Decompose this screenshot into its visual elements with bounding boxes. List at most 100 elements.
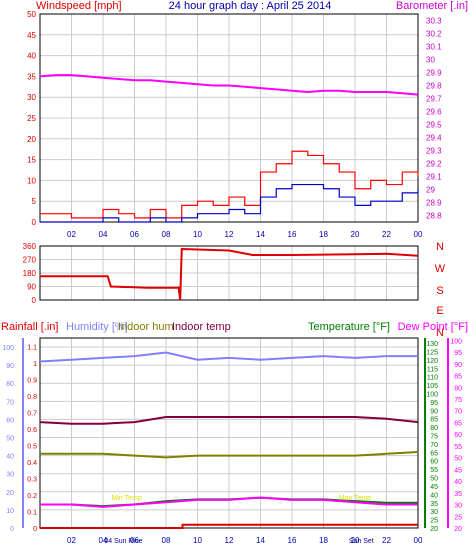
temperature-axis-tick-label: 50: [430, 476, 438, 483]
temperature-axis-tick-label: 75: [430, 434, 438, 441]
barometer-axis-tick-label: 29.4: [426, 134, 442, 143]
indoor-temp-label: Indoor temp: [172, 321, 231, 333]
compass-label: W: [435, 263, 446, 275]
wind-axis-tick-label: 5: [32, 197, 37, 206]
x-tick-label-bottom: 18: [319, 536, 328, 545]
indoor-hum-label: Indoor hum: [118, 321, 174, 333]
temperature-axis-tick-label: 85: [430, 417, 438, 424]
barometer-axis-tick-label: 29.2: [426, 160, 442, 169]
dewpoint-series-line: [40, 496, 418, 508]
barometer-axis-tick-label: 28.9: [426, 199, 442, 208]
temperature-axis-tick-label: 95: [430, 400, 438, 407]
x-tick-label-bottom: 20: [351, 536, 360, 545]
x-tick-label-bottom: 08: [162, 536, 171, 545]
wind-axis-tick-label: 10: [27, 176, 36, 185]
barometer-axis-tick-label: 30.3: [426, 17, 442, 26]
wind-axis-tick-label: 45: [27, 31, 36, 40]
direction-plot-border: [39, 245, 419, 301]
direction-axis-tick-label: 0: [32, 296, 37, 305]
humidity-axis-tick-label: 80: [6, 381, 14, 388]
rainfall-axis-tick-label: 0: [33, 526, 37, 533]
x-tick-label-bottom: 10: [193, 536, 202, 545]
wind_avg-series-line: [40, 183, 419, 223]
humidity-axis-tick-label: 30: [6, 472, 14, 479]
wind-axis-tick-label: 30: [27, 93, 36, 102]
rainfall-axis-tick-label: 1: [33, 361, 37, 368]
direction-axis-tick-label: 90: [27, 283, 36, 292]
dewpoint-axis-tick-label: 60: [454, 432, 462, 439]
rainfall-axis-tick-label: 0.7: [27, 410, 37, 417]
x-tick-label-bottom: 00: [414, 536, 423, 545]
x-tick-label: 14: [256, 230, 265, 239]
direction-axis-tick-label: 360: [23, 242, 37, 251]
compass-label: N: [436, 241, 444, 253]
rainfall-axis-tick-label: 1.1: [27, 344, 37, 351]
wind-axis-tick-label: 50: [27, 10, 36, 19]
dewpoint-axis-tick-label: 55: [454, 444, 462, 451]
dewpoint-axis-tick-label: 75: [454, 397, 462, 404]
dewpoint-axis-tick-label: 45: [454, 467, 462, 474]
x-tick-label-bottom: 04: [99, 536, 108, 545]
barometer-axis-tick-label: 30: [426, 56, 435, 65]
barometer-axis-tick-label: 29.5: [426, 121, 442, 130]
x-tick-label: 08: [162, 230, 171, 239]
wind_gust-series-line: [40, 150, 419, 219]
barometer-axis-tick-label: 29.6: [426, 108, 442, 117]
dewpoint-axis-title: Dew Point [°F]: [398, 321, 468, 333]
humidity-axis-tick-label: 60: [6, 417, 14, 424]
dewpoint-axis-tick-label: 100: [450, 338, 462, 345]
temperature-axis-tick-label: 70: [430, 442, 438, 449]
dewpoint-axis-tick-label: 30: [454, 503, 462, 510]
compass-label: N: [436, 327, 444, 339]
humidity-axis-tick-label: 90: [6, 363, 14, 370]
x-tick-label: 20: [351, 230, 360, 239]
x-tick-label-bottom: 22: [382, 536, 391, 545]
windspeed-axis-title: Windspeed [mph]: [36, 0, 122, 12]
temperature-axis-tick-label: 30: [430, 509, 438, 516]
x-tick-label: 00: [414, 230, 423, 239]
dewpoint-axis-tick-label: 70: [454, 409, 462, 416]
dewpoint-axis-tick-label: 20: [454, 526, 462, 533]
barometer-axis-tick-label: 29.9: [426, 69, 442, 78]
direction-axis-tick-label: 180: [23, 269, 37, 278]
rainfall-axis-tick-label: 0.4: [27, 460, 37, 467]
x-tick-label-bottom: 16: [288, 536, 297, 545]
temperature-axis-tick-label: 40: [430, 492, 438, 499]
wind-axis-tick-label: 20: [27, 135, 36, 144]
dewpoint-axis-tick-label: 25: [454, 514, 462, 521]
rainfall-axis-tick-label: 0.3: [27, 476, 37, 483]
x-tick-label: 16: [288, 230, 297, 239]
temperature-axis-tick-label: 20: [430, 526, 438, 533]
temperature-axis-tick-label: 25: [430, 518, 438, 525]
temperature-axis-title: Temperature [°F]: [308, 321, 390, 333]
temperature-axis-tick-label: 125: [426, 349, 438, 356]
x-tick-label-bottom: 14: [256, 536, 265, 545]
rainfall-axis-tick-label: 0.5: [27, 443, 37, 450]
barometer-axis-tick-label: 28.8: [426, 212, 442, 221]
x-tick-label-bottom: 12: [225, 536, 234, 545]
compass-label: S: [436, 285, 443, 297]
indoor_hum-series-line: [40, 451, 419, 459]
rainfall-axis-tick-label: 0.1: [27, 509, 37, 516]
temperature-axis-tick-label: 45: [430, 484, 438, 491]
x-tick-label-bottom: 02: [67, 536, 76, 545]
dewpoint-axis-tick-label: 65: [454, 420, 462, 427]
temperature-axis-tick-label: 65: [430, 450, 438, 457]
dewpoint-axis-tick-label: 80: [454, 385, 462, 392]
humidity-series-line: [39, 351, 418, 363]
rainfall-axis-tick-label: 0.9: [27, 377, 37, 384]
barometer-axis-tick-label: 29.7: [426, 95, 442, 104]
wind-axis-tick-label: 35: [27, 72, 36, 81]
sun-event-label: 04 Sun Rise: [104, 538, 142, 545]
dewpoint-axis-tick-label: 50: [454, 456, 462, 463]
barometer-axis-tick-label: 29.3: [426, 147, 442, 156]
humidity-axis-tick-label: 0: [10, 526, 14, 533]
sun-event-label: Sun Set: [349, 538, 374, 545]
dewpoint-axis-tick-label: 40: [454, 479, 462, 486]
direction-axis-tick-label: 270: [23, 256, 37, 265]
temperature-axis-tick-label: 90: [430, 408, 438, 415]
dewpoint-axis-tick-label: 35: [454, 491, 462, 498]
temperature-axis-tick-label: 100: [426, 391, 438, 398]
humidity-axis-title: Humidity [%]: [66, 321, 128, 333]
